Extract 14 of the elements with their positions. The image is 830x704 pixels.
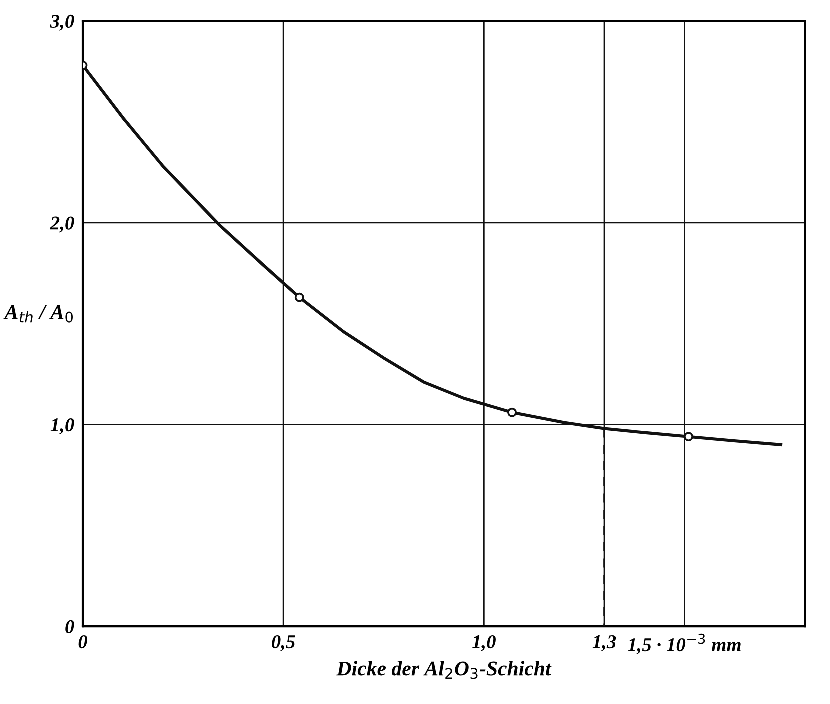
point bbox=[294, 292, 304, 302]
x-tick-label: 1,3 bbox=[592, 636, 616, 652]
y-axis-title: A$_{th}$ / A$_{0}$ bbox=[4, 305, 74, 323]
y-tick-label: 3,0 bbox=[50, 14, 74, 31]
x-axis-title: Dicke der Al$_{2}$O$_{3}$-Schicht bbox=[336, 661, 552, 680]
y-tick-label: 0 bbox=[66, 620, 74, 634]
y-tick-label: 2,0 bbox=[50, 216, 74, 233]
x-tick-label: 0,5 bbox=[272, 635, 296, 652]
y-tick-label: 1,0 bbox=[50, 418, 74, 435]
point bbox=[684, 432, 694, 442]
x-tick-label: 1,0 bbox=[472, 635, 496, 652]
x-tick-label: 1,5 · 10$^{−3}$ mm bbox=[628, 634, 741, 654]
x-tick-label: 0 bbox=[78, 635, 88, 649]
point bbox=[508, 408, 517, 418]
